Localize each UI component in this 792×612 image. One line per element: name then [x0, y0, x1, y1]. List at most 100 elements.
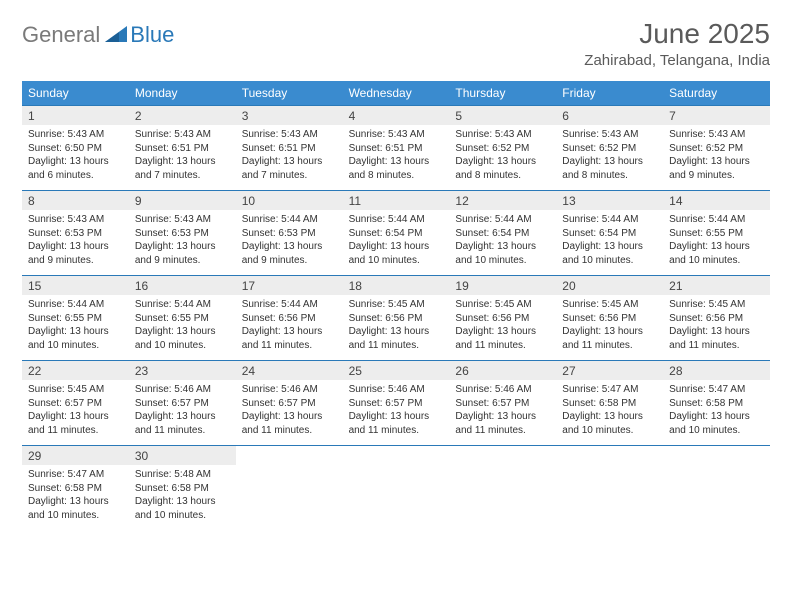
day-number: 10: [236, 191, 343, 210]
day-body: Sunrise: 5:44 AMSunset: 6:55 PMDaylight:…: [663, 210, 770, 275]
sunrise-line: Sunrise: 5:43 AM: [135, 128, 230, 142]
day-body: Sunrise: 5:47 AMSunset: 6:58 PMDaylight:…: [663, 380, 770, 445]
day-number: 17: [236, 276, 343, 295]
day-4: 4Sunrise: 5:43 AMSunset: 6:51 PMDaylight…: [343, 106, 450, 190]
daylight-line: Daylight: 13 hours and 8 minutes.: [562, 155, 657, 182]
location-text: Zahirabad, Telangana, India: [584, 52, 770, 69]
daylight-line: Daylight: 13 hours and 11 minutes.: [562, 325, 657, 352]
day-body: Sunrise: 5:43 AMSunset: 6:52 PMDaylight:…: [449, 125, 556, 190]
month-title: June 2025: [584, 18, 770, 50]
sunset-line: Sunset: 6:50 PM: [28, 142, 123, 156]
sunrise-line: Sunrise: 5:44 AM: [349, 213, 444, 227]
sunrise-line: Sunrise: 5:44 AM: [135, 298, 230, 312]
day-number: 6: [556, 106, 663, 125]
daylight-line: Daylight: 13 hours and 11 minutes.: [242, 325, 337, 352]
day-number: 26: [449, 361, 556, 380]
sunset-line: Sunset: 6:53 PM: [135, 227, 230, 241]
sunrise-line: Sunrise: 5:47 AM: [28, 468, 123, 482]
day-body: Sunrise: 5:48 AMSunset: 6:58 PMDaylight:…: [129, 465, 236, 530]
day-number: 2: [129, 106, 236, 125]
day-25: 25Sunrise: 5:46 AMSunset: 6:57 PMDayligh…: [343, 361, 450, 445]
day-number: 8: [22, 191, 129, 210]
sunrise-line: Sunrise: 5:44 AM: [669, 213, 764, 227]
sunset-line: Sunset: 6:53 PM: [28, 227, 123, 241]
sunrise-line: Sunrise: 5:46 AM: [242, 383, 337, 397]
day-body: Sunrise: 5:43 AMSunset: 6:51 PMDaylight:…: [129, 125, 236, 190]
day-body: Sunrise: 5:45 AMSunset: 6:56 PMDaylight:…: [449, 295, 556, 360]
sunrise-line: Sunrise: 5:43 AM: [562, 128, 657, 142]
day-number: 27: [556, 361, 663, 380]
daylight-line: Daylight: 13 hours and 6 minutes.: [28, 155, 123, 182]
day-number: 12: [449, 191, 556, 210]
day-1: 1Sunrise: 5:43 AMSunset: 6:50 PMDaylight…: [22, 106, 129, 190]
sunrise-line: Sunrise: 5:43 AM: [455, 128, 550, 142]
day-3: 3Sunrise: 5:43 AMSunset: 6:51 PMDaylight…: [236, 106, 343, 190]
empty-cell: [449, 446, 556, 530]
daylight-line: Daylight: 13 hours and 11 minutes.: [349, 325, 444, 352]
day-14: 14Sunrise: 5:44 AMSunset: 6:55 PMDayligh…: [663, 191, 770, 275]
sunset-line: Sunset: 6:58 PM: [562, 397, 657, 411]
day-body: Sunrise: 5:45 AMSunset: 6:56 PMDaylight:…: [663, 295, 770, 360]
daylight-line: Daylight: 13 hours and 10 minutes.: [562, 410, 657, 437]
sunrise-line: Sunrise: 5:43 AM: [349, 128, 444, 142]
weekday-monday: Monday: [129, 81, 236, 105]
daylight-line: Daylight: 13 hours and 8 minutes.: [349, 155, 444, 182]
sunrise-line: Sunrise: 5:43 AM: [242, 128, 337, 142]
day-2: 2Sunrise: 5:43 AMSunset: 6:51 PMDaylight…: [129, 106, 236, 190]
day-16: 16Sunrise: 5:44 AMSunset: 6:55 PMDayligh…: [129, 276, 236, 360]
daylight-line: Daylight: 13 hours and 11 minutes.: [455, 325, 550, 352]
day-body: Sunrise: 5:44 AMSunset: 6:55 PMDaylight:…: [22, 295, 129, 360]
day-number: 23: [129, 361, 236, 380]
daylight-line: Daylight: 13 hours and 8 minutes.: [455, 155, 550, 182]
daylight-line: Daylight: 13 hours and 9 minutes.: [669, 155, 764, 182]
day-24: 24Sunrise: 5:46 AMSunset: 6:57 PMDayligh…: [236, 361, 343, 445]
day-number: 4: [343, 106, 450, 125]
day-28: 28Sunrise: 5:47 AMSunset: 6:58 PMDayligh…: [663, 361, 770, 445]
day-body: Sunrise: 5:43 AMSunset: 6:51 PMDaylight:…: [236, 125, 343, 190]
daylight-line: Daylight: 13 hours and 10 minutes.: [669, 410, 764, 437]
day-body: Sunrise: 5:44 AMSunset: 6:55 PMDaylight:…: [129, 295, 236, 360]
day-number: 21: [663, 276, 770, 295]
day-body: Sunrise: 5:45 AMSunset: 6:56 PMDaylight:…: [343, 295, 450, 360]
day-body: Sunrise: 5:43 AMSunset: 6:50 PMDaylight:…: [22, 125, 129, 190]
day-23: 23Sunrise: 5:46 AMSunset: 6:57 PMDayligh…: [129, 361, 236, 445]
day-18: 18Sunrise: 5:45 AMSunset: 6:56 PMDayligh…: [343, 276, 450, 360]
sunset-line: Sunset: 6:57 PM: [455, 397, 550, 411]
day-20: 20Sunrise: 5:45 AMSunset: 6:56 PMDayligh…: [556, 276, 663, 360]
sunset-line: Sunset: 6:54 PM: [455, 227, 550, 241]
day-body: Sunrise: 5:43 AMSunset: 6:51 PMDaylight:…: [343, 125, 450, 190]
sunrise-line: Sunrise: 5:45 AM: [349, 298, 444, 312]
day-22: 22Sunrise: 5:45 AMSunset: 6:57 PMDayligh…: [22, 361, 129, 445]
sunrise-line: Sunrise: 5:43 AM: [669, 128, 764, 142]
day-11: 11Sunrise: 5:44 AMSunset: 6:54 PMDayligh…: [343, 191, 450, 275]
day-body: Sunrise: 5:43 AMSunset: 6:52 PMDaylight:…: [663, 125, 770, 190]
sunrise-line: Sunrise: 5:45 AM: [669, 298, 764, 312]
sunrise-line: Sunrise: 5:43 AM: [135, 213, 230, 227]
sunset-line: Sunset: 6:57 PM: [28, 397, 123, 411]
day-body: Sunrise: 5:44 AMSunset: 6:54 PMDaylight:…: [449, 210, 556, 275]
day-number: 13: [556, 191, 663, 210]
sunrise-line: Sunrise: 5:45 AM: [455, 298, 550, 312]
daylight-line: Daylight: 13 hours and 11 minutes.: [669, 325, 764, 352]
day-10: 10Sunrise: 5:44 AMSunset: 6:53 PMDayligh…: [236, 191, 343, 275]
sunrise-line: Sunrise: 5:43 AM: [28, 128, 123, 142]
sunset-line: Sunset: 6:52 PM: [562, 142, 657, 156]
day-body: Sunrise: 5:44 AMSunset: 6:53 PMDaylight:…: [236, 210, 343, 275]
weekday-sunday: Sunday: [22, 81, 129, 105]
day-number: 29: [22, 446, 129, 465]
sunset-line: Sunset: 6:52 PM: [455, 142, 550, 156]
week-row: 8Sunrise: 5:43 AMSunset: 6:53 PMDaylight…: [22, 190, 770, 275]
weekday-tuesday: Tuesday: [236, 81, 343, 105]
day-body: Sunrise: 5:44 AMSunset: 6:54 PMDaylight:…: [343, 210, 450, 275]
sunrise-line: Sunrise: 5:47 AM: [562, 383, 657, 397]
day-number: 20: [556, 276, 663, 295]
sunset-line: Sunset: 6:54 PM: [562, 227, 657, 241]
sunset-line: Sunset: 6:57 PM: [135, 397, 230, 411]
daylight-line: Daylight: 13 hours and 10 minutes.: [28, 325, 123, 352]
calendar-page: General Blue June 2025 Zahirabad, Telang…: [0, 0, 792, 548]
sunrise-line: Sunrise: 5:44 AM: [242, 298, 337, 312]
sunrise-line: Sunrise: 5:45 AM: [28, 383, 123, 397]
daylight-line: Daylight: 13 hours and 7 minutes.: [242, 155, 337, 182]
day-21: 21Sunrise: 5:45 AMSunset: 6:56 PMDayligh…: [663, 276, 770, 360]
daylight-line: Daylight: 13 hours and 10 minutes.: [455, 240, 550, 267]
